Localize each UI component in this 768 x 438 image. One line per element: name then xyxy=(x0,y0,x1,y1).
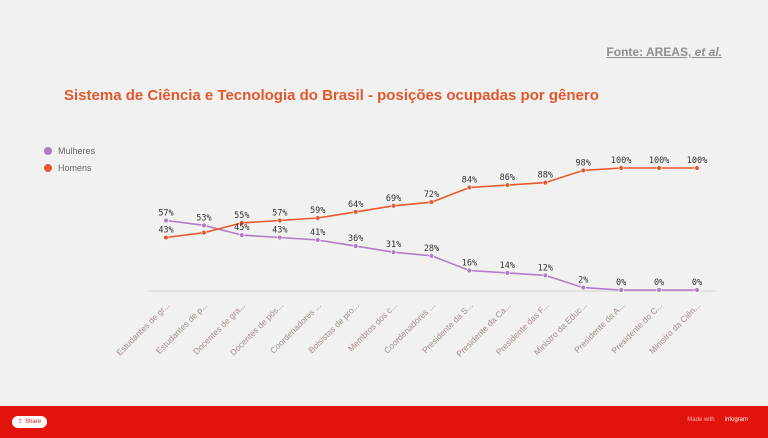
data-label-mulheres-14: 0% xyxy=(692,278,702,288)
data-label-mulheres-1: 53% xyxy=(196,213,211,223)
data-label-mulheres-5: 36% xyxy=(348,234,363,244)
legend-label-mulheres: Mulheres xyxy=(58,145,96,156)
point-homens-8 xyxy=(466,184,473,191)
point-mulheres-1 xyxy=(201,222,207,229)
point-homens-13 xyxy=(656,165,662,171)
infogram-link[interactable]: infogram xyxy=(724,417,748,423)
share-icon: ⇪ xyxy=(18,419,24,425)
legend-item-homens[interactable]: Homens xyxy=(44,159,95,176)
point-homens-3 xyxy=(277,217,283,224)
point-mulheres-7 xyxy=(428,253,435,259)
point-mulheres-0 xyxy=(163,217,169,224)
data-label-homens-4: 59% xyxy=(310,206,325,216)
point-homens-9 xyxy=(504,182,511,188)
point-homens-6 xyxy=(390,203,397,209)
data-label-homens-8: 84% xyxy=(462,176,477,186)
share-button[interactable]: ⇪ Share xyxy=(12,416,48,428)
data-label-mulheres-3: 43% xyxy=(272,226,287,236)
point-mulheres-2 xyxy=(239,232,245,238)
data-label-mulheres-10: 12% xyxy=(538,263,553,273)
point-mulheres-10 xyxy=(542,272,548,279)
point-homens-10 xyxy=(542,179,548,186)
point-homens-4 xyxy=(315,215,321,221)
source-prefix: Fonte: AREAS, xyxy=(606,45,695,59)
data-label-mulheres-9: 14% xyxy=(500,261,515,271)
footer-right: Made with infogram xyxy=(687,417,748,423)
point-homens-0 xyxy=(163,234,169,241)
data-label-mulheres-13: 0% xyxy=(654,278,664,288)
data-label-mulheres-8: 16% xyxy=(462,258,477,268)
point-mulheres-5 xyxy=(352,243,359,249)
source-credit[interactable]: Fonte: AREAS, et al. xyxy=(606,45,722,59)
point-mulheres-12 xyxy=(618,287,624,293)
data-label-homens-11: 98% xyxy=(576,158,591,168)
data-label-mulheres-6: 31% xyxy=(386,240,401,250)
data-label-mulheres-4: 41% xyxy=(310,228,325,238)
data-label-mulheres-12: 0% xyxy=(616,278,626,288)
chart-title: Sistema de Ciência e Tecnologia do Brasi… xyxy=(64,87,599,104)
data-label-homens-9: 86% xyxy=(500,173,515,183)
point-homens-11 xyxy=(580,167,586,174)
data-label-homens-12: 100% xyxy=(611,156,631,166)
data-label-homens-0: 43% xyxy=(158,226,173,236)
data-label-mulheres-7: 28% xyxy=(424,244,439,254)
point-mulheres-9 xyxy=(504,270,511,276)
legend: Mulheres Homens xyxy=(44,142,95,176)
point-homens-14 xyxy=(694,165,700,171)
point-mulheres-3 xyxy=(277,234,283,241)
legend-marker-mulheres xyxy=(44,146,52,155)
point-mulheres-6 xyxy=(390,249,397,255)
point-homens-5 xyxy=(352,209,359,215)
data-label-homens-6: 69% xyxy=(386,194,401,204)
point-mulheres-8 xyxy=(466,267,473,274)
legend-marker-homens xyxy=(44,163,52,172)
point-homens-12 xyxy=(618,165,624,171)
legend-label-homens: Homens xyxy=(58,162,92,173)
legend-item-mulheres[interactable]: Mulheres xyxy=(44,142,95,159)
point-mulheres-13 xyxy=(656,287,662,293)
line-chart: 57% 53% 45% 43% 41% 36% 31% 28% 16% 14% 12% 2% 0% 0% 0… xyxy=(114,156,716,359)
data-label-mulheres-2: 45% xyxy=(234,223,249,233)
point-mulheres-11 xyxy=(580,284,586,291)
data-label-mulheres-0: 57% xyxy=(158,208,173,218)
point-homens-2 xyxy=(239,220,245,226)
footer-bar: ⇪ Share Made with infogram xyxy=(0,406,768,438)
data-label-homens-3: 57% xyxy=(272,208,287,218)
share-label: Share xyxy=(25,419,42,425)
data-label-homens-10: 88% xyxy=(538,171,553,181)
data-label-homens-5: 64% xyxy=(348,200,363,210)
point-mulheres-14 xyxy=(694,287,700,293)
source-italic: et al. xyxy=(694,45,722,59)
point-homens-7 xyxy=(428,199,435,205)
point-mulheres-4 xyxy=(315,237,321,243)
point-homens-1 xyxy=(201,229,207,236)
data-label-homens-14: 100% xyxy=(687,156,707,166)
made-with-label: Made with xyxy=(687,417,715,423)
data-label-homens-2: 55% xyxy=(234,211,249,221)
data-label-homens-7: 72% xyxy=(424,190,439,200)
data-label-mulheres-11: 2% xyxy=(578,276,588,286)
data-label-homens-13: 100% xyxy=(649,156,669,166)
